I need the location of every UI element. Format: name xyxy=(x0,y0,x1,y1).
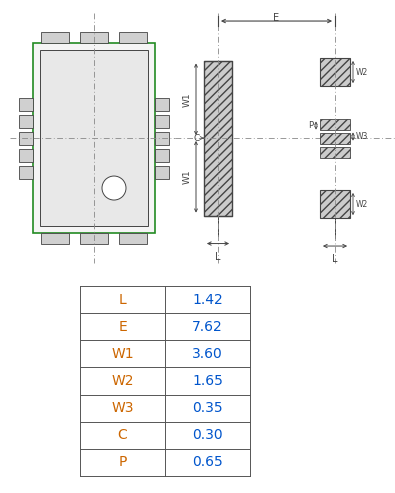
Bar xyxy=(155,132,169,144)
Text: W1: W1 xyxy=(183,92,192,106)
Text: L: L xyxy=(215,251,221,262)
Text: 1.42: 1.42 xyxy=(192,293,223,307)
Text: E: E xyxy=(118,320,127,334)
Text: 0.35: 0.35 xyxy=(192,401,223,415)
Text: W2: W2 xyxy=(356,200,368,209)
Bar xyxy=(41,32,69,43)
Bar xyxy=(41,233,69,244)
Text: L: L xyxy=(118,293,126,307)
Bar xyxy=(33,43,155,233)
Text: 7.62: 7.62 xyxy=(192,320,223,334)
Bar xyxy=(155,148,169,162)
Text: W3: W3 xyxy=(356,132,369,141)
Bar xyxy=(320,146,350,158)
Text: 1.65: 1.65 xyxy=(192,374,223,388)
Bar xyxy=(80,233,108,244)
Bar xyxy=(80,32,108,43)
Bar xyxy=(119,32,147,43)
Bar xyxy=(119,233,147,244)
Bar xyxy=(19,148,33,162)
Text: P: P xyxy=(118,456,127,469)
Text: 0.65: 0.65 xyxy=(192,456,223,469)
Bar xyxy=(40,50,148,226)
Bar xyxy=(155,98,169,110)
Text: 0.30: 0.30 xyxy=(192,428,223,442)
Text: W2: W2 xyxy=(356,68,368,76)
Text: E: E xyxy=(273,13,280,23)
Bar xyxy=(19,98,33,110)
Bar xyxy=(155,114,169,128)
Bar xyxy=(19,166,33,178)
Bar xyxy=(19,132,33,144)
Text: W2: W2 xyxy=(111,374,134,388)
Text: L: L xyxy=(332,254,338,264)
Bar xyxy=(320,118,350,130)
Text: C: C xyxy=(118,428,127,442)
Bar xyxy=(204,61,232,215)
Text: W3: W3 xyxy=(111,401,134,415)
Bar xyxy=(155,166,169,178)
Bar xyxy=(320,190,350,218)
Text: P: P xyxy=(308,121,313,130)
Bar xyxy=(320,58,350,86)
Text: 3.60: 3.60 xyxy=(192,347,223,361)
Text: W1: W1 xyxy=(183,170,192,184)
Bar xyxy=(320,133,350,143)
Text: C: C xyxy=(194,134,200,142)
Circle shape xyxy=(102,176,126,200)
Bar xyxy=(19,114,33,128)
Text: W1: W1 xyxy=(111,347,134,361)
